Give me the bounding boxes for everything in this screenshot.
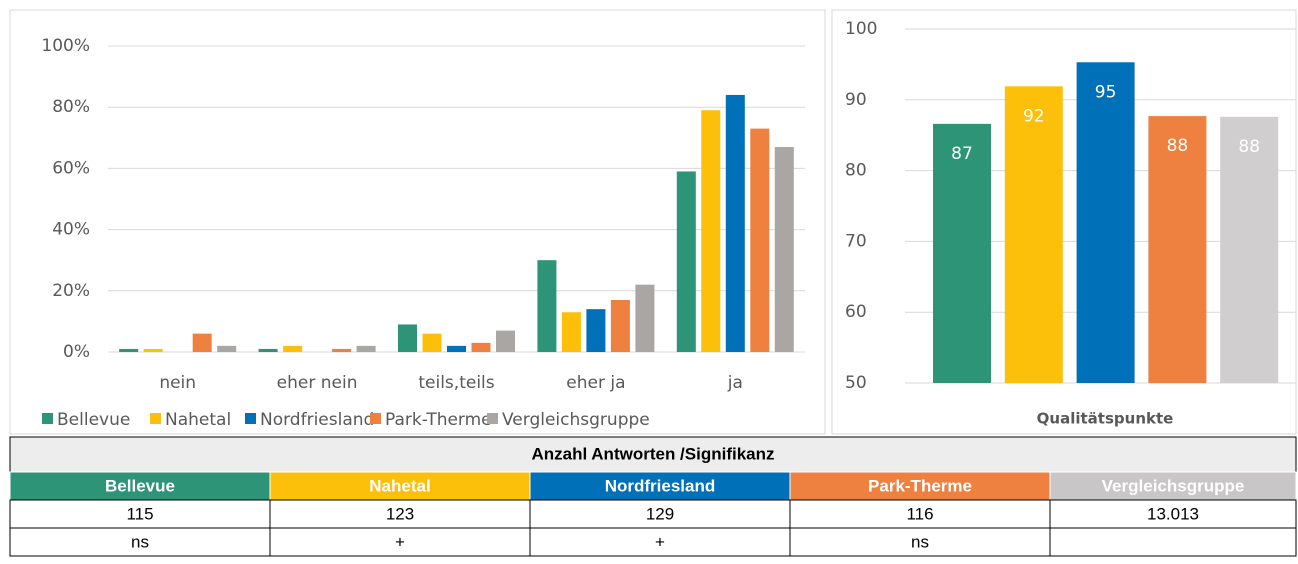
- header-cell: [789, 471, 1051, 501]
- header-text: Nahetal: [369, 476, 430, 495]
- bar: [192, 333, 212, 352]
- value-label: 87: [951, 144, 973, 164]
- bar: [561, 312, 581, 352]
- y-tick-label: 80: [845, 161, 867, 181]
- table: Anzahl Antworten /Signifikanz Bellevue 115…: [9, 436, 1297, 557]
- header-text: Nordfriesland: [605, 476, 716, 495]
- x-axis-label: Qualitätspunkte: [1037, 410, 1174, 428]
- bar: [447, 345, 466, 352]
- bar: [701, 110, 721, 352]
- y-tick-label: 60%: [52, 158, 90, 178]
- value-label: 88: [1238, 137, 1260, 157]
- bar: [1148, 116, 1207, 384]
- value-label: 95: [1095, 82, 1117, 102]
- cell-text: 116: [906, 504, 933, 523]
- legend-label: Vergleichsgruppe: [502, 410, 650, 430]
- right-panel: [831, 9, 1297, 435]
- bar: [422, 333, 442, 352]
- bar: [143, 348, 163, 352]
- bar: [537, 260, 557, 352]
- bar: [1220, 116, 1279, 384]
- cell-text: 115: [126, 504, 153, 523]
- bar: [750, 128, 770, 352]
- legend-swatch: [370, 413, 381, 424]
- y-tick-label: 70: [845, 231, 867, 251]
- legend-label: Park-Therme: [385, 410, 492, 430]
- left-chart: 0% 20% 40% 60% 80% 100% nein eher nein teils,tei…: [41, 36, 805, 430]
- y-tick-label: 20%: [52, 281, 90, 301]
- bar: [774, 146, 794, 352]
- y-tick-label: 80%: [52, 97, 90, 117]
- bar: [933, 123, 991, 383]
- value-label: 88: [1167, 136, 1189, 156]
- header-text: Park-Therme: [868, 476, 972, 495]
- x-tick-label: eher nein: [277, 373, 358, 393]
- cell-text: 129: [646, 504, 674, 523]
- bar: [258, 348, 278, 352]
- legend-label: Bellevue: [57, 410, 130, 430]
- cell-text: ns: [911, 532, 929, 551]
- header-cell: [269, 471, 531, 501]
- legend-swatch: [150, 413, 161, 424]
- header-text: Bellevue: [105, 476, 175, 495]
- cell-text: +: [655, 532, 665, 551]
- table-cell: [269, 499, 531, 529]
- legend-swatch: [245, 413, 256, 424]
- table-cell: [269, 527, 531, 557]
- x-tick-label: teils,teils: [418, 373, 494, 393]
- bar: [610, 299, 630, 352]
- y-tick-label: 100%: [41, 36, 90, 56]
- y-tick-label: 0%: [63, 342, 90, 362]
- table-cell: [1049, 527, 1297, 557]
- bar: [356, 345, 376, 352]
- legend-label: Nahetal: [165, 410, 231, 430]
- y-tick-label: 90: [845, 90, 867, 110]
- bar: [676, 171, 696, 352]
- table-title: Anzahl Antworten /Signifikanz: [531, 444, 774, 463]
- table-title-cell: [9, 436, 1297, 473]
- cell-text: 13.013: [1147, 504, 1199, 523]
- header-cell: [9, 471, 271, 501]
- header-text: Vergleichsgruppe: [1102, 476, 1245, 495]
- bar: [725, 94, 745, 353]
- bar: [496, 330, 515, 352]
- legend-swatch: [42, 413, 53, 424]
- bar: [398, 324, 417, 352]
- header-cell: [529, 471, 791, 501]
- x-tick-label: ja: [727, 373, 743, 393]
- right-chart: 50 60 70 80 90 100 87 92 95 88 88 Qualitätspunkte: [845, 19, 1296, 428]
- bar: [586, 309, 606, 352]
- table-cell: [529, 527, 791, 557]
- legend-swatch: [487, 413, 498, 424]
- table-cell: [1049, 499, 1297, 529]
- x-tick-label: nein: [159, 373, 196, 393]
- value-label: 92: [1023, 106, 1045, 126]
- bar: [283, 345, 303, 352]
- y-tick-label: 50: [845, 373, 867, 393]
- cell-text: 123: [386, 504, 414, 523]
- bar: [332, 348, 352, 352]
- bar: [119, 348, 139, 352]
- cell-text: +: [395, 532, 405, 551]
- x-tick-label: eher ja: [566, 373, 625, 393]
- legend-label: Nordfriesland: [260, 410, 374, 430]
- bar: [635, 284, 655, 352]
- y-tick-label: 60: [845, 302, 867, 322]
- bar: [1004, 86, 1063, 384]
- bar: [471, 342, 491, 352]
- bar: [1076, 62, 1135, 383]
- bar: [217, 345, 237, 352]
- y-tick-label: 100: [845, 19, 877, 39]
- table-cell: [789, 527, 1051, 557]
- cell-text: ns: [131, 532, 149, 551]
- y-tick-label: 40%: [52, 220, 90, 240]
